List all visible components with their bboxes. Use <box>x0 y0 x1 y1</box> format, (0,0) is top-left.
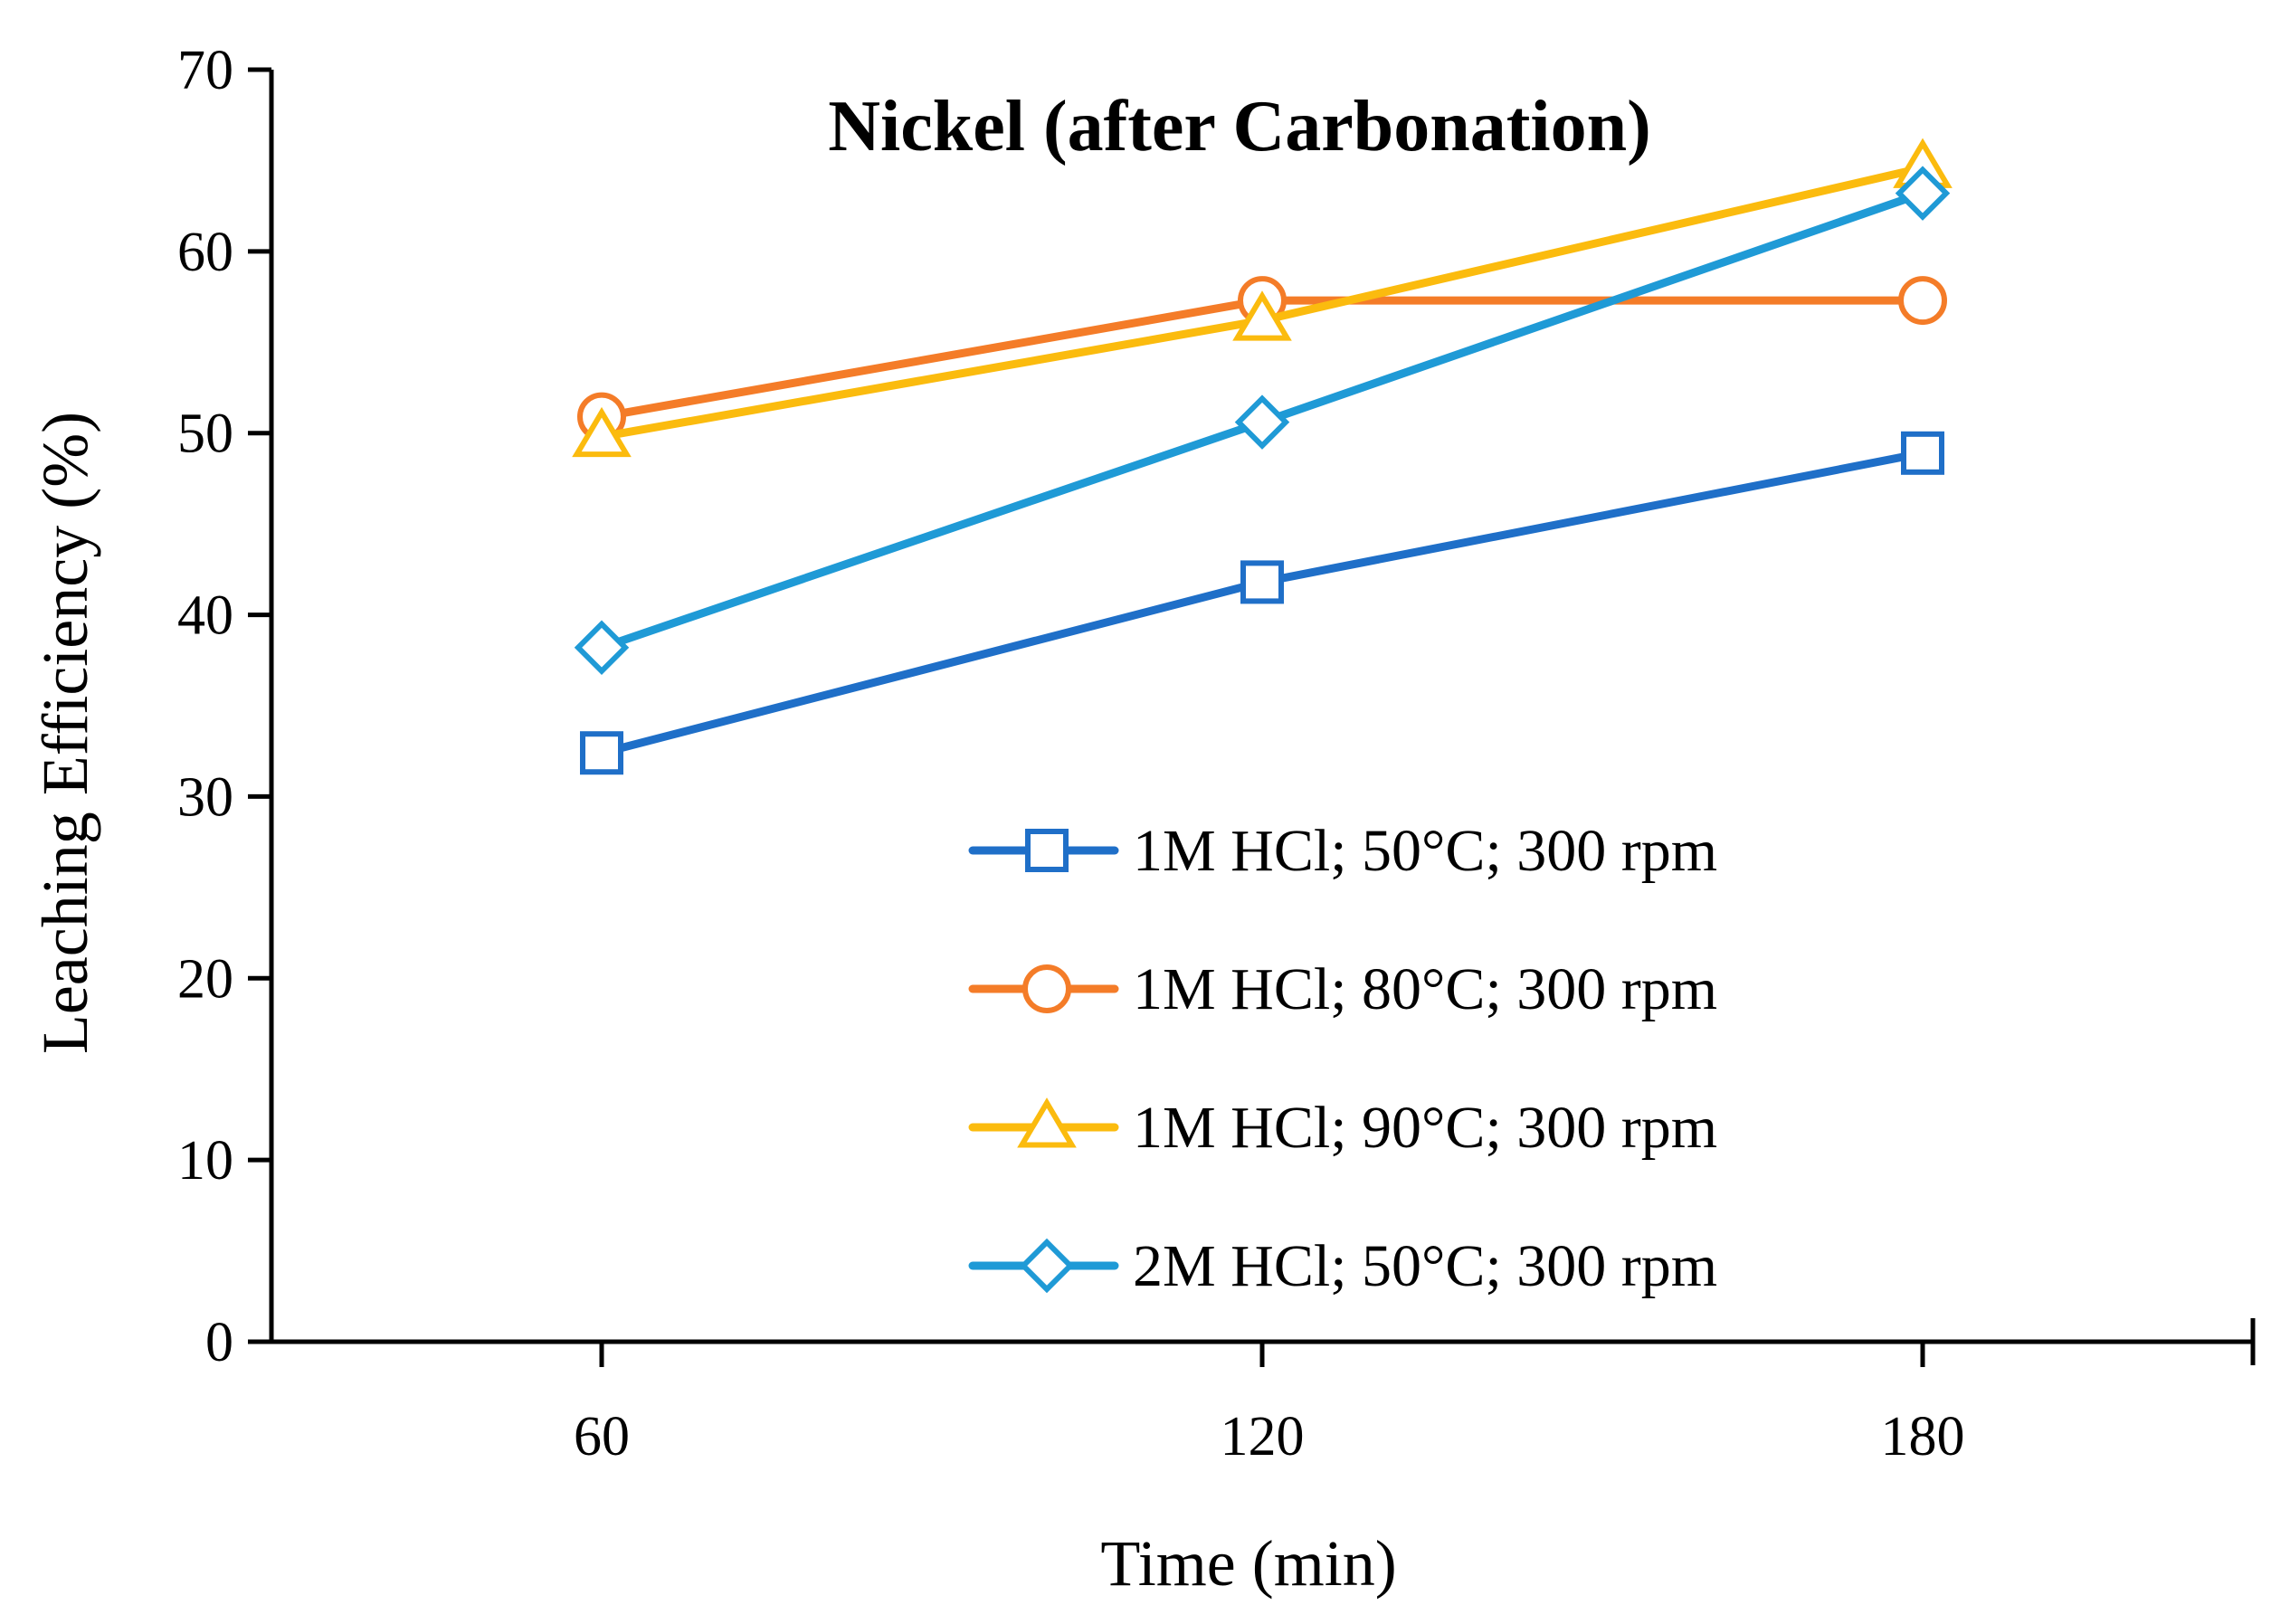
series-1 <box>580 431 1944 775</box>
chart-title: Nickel (after Carbonation) <box>828 87 1651 166</box>
y-tick-label: 60 <box>177 222 233 283</box>
x-tick-label: 180 <box>1881 1406 1965 1467</box>
y-tick-label: 50 <box>177 404 233 465</box>
y-tick-label: 10 <box>177 1130 233 1192</box>
data-point <box>580 731 623 775</box>
series-layer <box>572 138 1953 775</box>
x-tick-label: 120 <box>1221 1406 1305 1467</box>
y-tick-label: 30 <box>177 766 233 828</box>
data-point <box>1898 276 1947 326</box>
legend-marker <box>1017 1097 1077 1148</box>
legend-label: 1M HCl; 50°C; 300 rpm <box>1133 818 1717 884</box>
legend-entry: 1M HCl; 80°C; 300 rpm <box>968 956 1717 1022</box>
data-point <box>574 620 630 675</box>
legend-label: 1M HCl; 90°C; 300 rpm <box>1133 1095 1717 1161</box>
series-3 <box>572 138 1953 458</box>
legend-marker <box>1022 964 1071 1013</box>
y-tick-label: 0 <box>205 1312 233 1373</box>
data-point <box>1232 290 1292 341</box>
data-point <box>1240 560 1284 604</box>
axes: 0 10 20 30 40 50 60 70 60 120 180 <box>177 40 2256 1467</box>
legend-label: 2M HCl; 50°C; 300 rpm <box>1133 1233 1717 1299</box>
y-tick-label: 40 <box>177 585 233 647</box>
x-axis-title: Time (min) <box>1100 1527 1396 1600</box>
data-point <box>1895 166 1951 221</box>
data-point <box>572 406 632 458</box>
y-tick-label: 20 <box>177 948 233 1010</box>
legend-entry: 1M HCl; 90°C; 300 rpm <box>968 1095 1717 1161</box>
x-tick-label: 60 <box>574 1406 630 1467</box>
legend-marker <box>1025 829 1069 872</box>
legend-label: 1M HCl; 80°C; 300 rpm <box>1133 956 1717 1022</box>
y-tick-label: 70 <box>177 40 233 101</box>
legend: 1M HCl; 50°C; 300 rpm 1M HCl; 80°C; 300 r… <box>968 818 1717 1299</box>
y-axis-title: Leaching Efficiency (%) <box>29 412 101 1054</box>
data-point <box>1901 431 1944 475</box>
legend-entry: 2M HCl; 50°C; 300 rpm <box>968 1233 1717 1299</box>
data-point <box>1234 394 1290 450</box>
series-4 <box>574 166 1951 675</box>
legend-entry: 1M HCl; 50°C; 300 rpm <box>968 818 1717 884</box>
legend-marker <box>1019 1238 1075 1294</box>
